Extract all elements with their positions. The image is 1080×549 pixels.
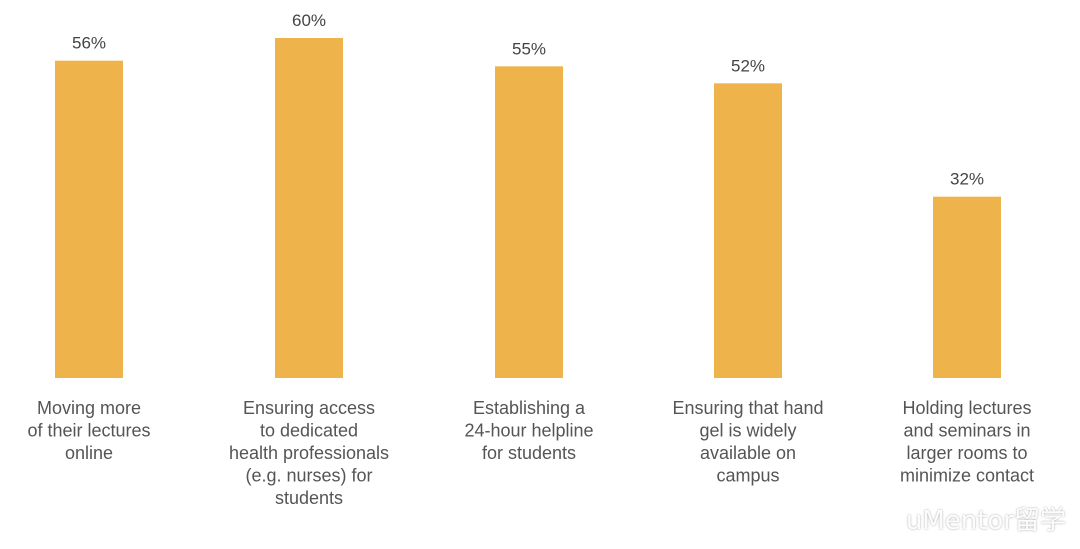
category-label-3: Establishing a 24-hour helpline for studen… <box>464 398 593 463</box>
watermark: uMentor留学 <box>864 500 1066 537</box>
category-label-2: Ensuring access to dedicated health profes… <box>229 398 389 508</box>
bar-3 <box>495 66 563 378</box>
bar-4 <box>714 83 782 378</box>
data-label-2: 60% <box>292 11 326 30</box>
data-label-1: 56% <box>72 34 106 53</box>
weibo-logo-icon <box>864 507 898 532</box>
bar-1 <box>55 60 123 379</box>
data-label-3: 55% <box>512 39 546 58</box>
bar-2 <box>275 38 343 378</box>
data-label-5: 32% <box>950 170 984 189</box>
category-label-5: Holding lectures and seminars in larger ro… <box>900 398 1034 486</box>
bar-5 <box>933 196 1001 378</box>
category-label-4: Ensuring that hand gel is widely available… <box>672 398 823 486</box>
category-label-1: Moving more of their lectures online <box>27 398 150 463</box>
data-label-4: 52% <box>731 56 765 75</box>
watermark-text: uMentor留学 <box>905 506 1066 536</box>
